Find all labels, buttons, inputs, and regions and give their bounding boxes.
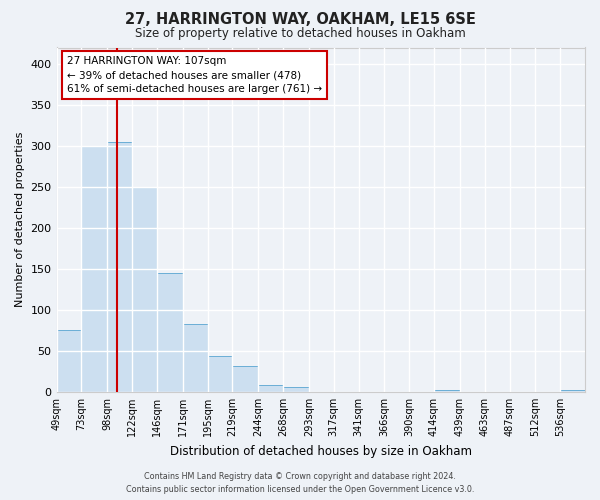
- Bar: [183, 324, 208, 392]
- Bar: [157, 273, 183, 392]
- Bar: [132, 187, 157, 392]
- Y-axis label: Number of detached properties: Number of detached properties: [15, 132, 25, 308]
- Text: Contains HM Land Registry data © Crown copyright and database right 2024.
Contai: Contains HM Land Registry data © Crown c…: [126, 472, 474, 494]
- Bar: [208, 356, 232, 392]
- Text: 27 HARRINGTON WAY: 107sqm
← 39% of detached houses are smaller (478)
61% of semi: 27 HARRINGTON WAY: 107sqm ← 39% of detac…: [67, 56, 322, 94]
- Bar: [258, 384, 283, 392]
- Bar: [434, 390, 460, 392]
- Bar: [283, 387, 309, 392]
- X-axis label: Distribution of detached houses by size in Oakham: Distribution of detached houses by size …: [170, 444, 472, 458]
- Bar: [56, 330, 82, 392]
- Bar: [107, 142, 132, 392]
- Text: Size of property relative to detached houses in Oakham: Size of property relative to detached ho…: [134, 28, 466, 40]
- Bar: [232, 366, 258, 392]
- Text: 27, HARRINGTON WAY, OAKHAM, LE15 6SE: 27, HARRINGTON WAY, OAKHAM, LE15 6SE: [125, 12, 475, 28]
- Bar: [560, 390, 585, 392]
- Bar: [82, 146, 107, 392]
